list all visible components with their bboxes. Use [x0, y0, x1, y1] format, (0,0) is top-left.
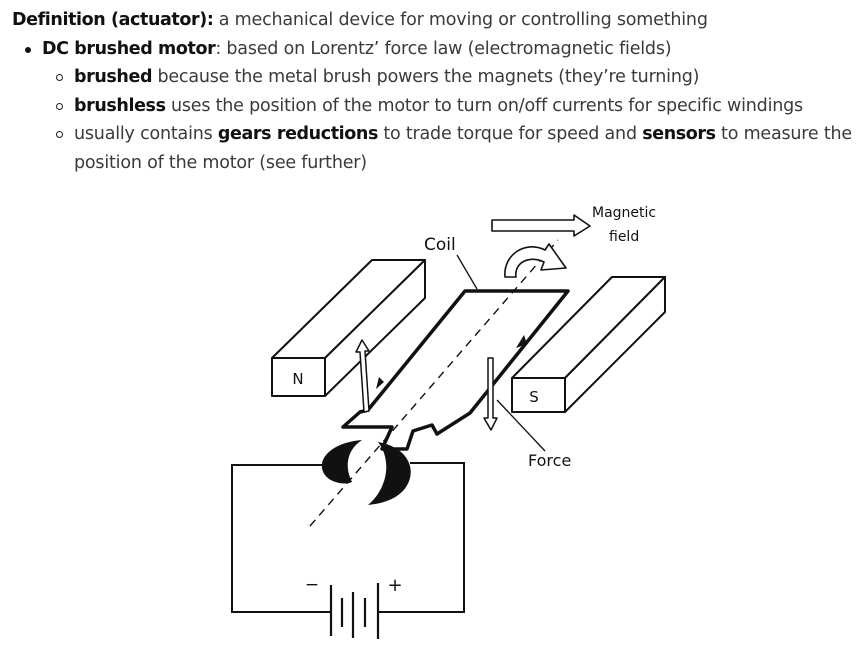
definition-term: Definition (actuator): [12, 10, 214, 30]
rotation-axis [309, 239, 559, 527]
coil-label: Coil [424, 235, 456, 255]
south-magnet [511, 276, 666, 413]
sub-bullet-brushed: brushed because the metal brush powers t… [12, 63, 862, 92]
magnetic-field-label-line2: field [609, 229, 639, 245]
sub-bullet-term: brushed [74, 67, 153, 87]
definition-text: a mechanical device for moving or contro… [213, 10, 708, 30]
sub-bullet-gears-continuation: position of the motor (see further) [74, 152, 367, 173]
sub-bullet-text: usually contains [74, 124, 218, 144]
battery-plus-sign: + [387, 575, 402, 596]
south-label: S [529, 388, 539, 406]
current-arrow-icon [516, 335, 527, 348]
bullet-term: DC brushed motor [42, 38, 216, 59]
north-label: N [292, 370, 303, 388]
sub-bullet-term: sensors [642, 124, 716, 144]
circuit-wire [231, 464, 331, 613]
force-arrow-down [483, 357, 498, 431]
force-label: Force [528, 451, 571, 470]
bullet-ring-icon [56, 131, 63, 138]
sub-bullet-brushless: brushless uses the position of the motor… [12, 92, 862, 121]
sub-bullet-text: to trade torque for speed and [377, 124, 643, 144]
commutator [321, 440, 411, 505]
battery-minus-sign: − [305, 575, 319, 595]
sub-bullet-gears: usually contains gears reductions to tra… [12, 120, 862, 149]
battery-icon [329, 583, 380, 639]
bullet-dot-icon [25, 46, 31, 53]
sub-bullet-term: brushless [74, 95, 166, 116]
force-leader-line [496, 399, 546, 452]
north-magnet [271, 259, 426, 397]
bullet-ring-icon [56, 74, 63, 81]
bullet-dc-motor: DC brushed motor: based on Lorentz’ forc… [12, 35, 862, 64]
sub-bullet-text: because the metal brush powers the magne… [152, 67, 700, 87]
magnetic-field-arrow [491, 214, 591, 237]
definition-line: Definition (actuator): a mechanical devi… [12, 6, 862, 35]
sub-bullet-term: gears reductions [217, 124, 378, 144]
circuit-wire [378, 462, 465, 613]
sub-bullet-text: uses the position of the motor to turn o… [165, 95, 803, 116]
bullet-ring-icon [56, 102, 63, 110]
rotation-arrow [504, 243, 567, 278]
notes-text: Definition (actuator): a mechanical devi… [12, 6, 862, 177]
bullet-text: : based on Lorentz’ force law (electroma… [215, 38, 672, 59]
coil-leader-line [456, 254, 478, 290]
coil-loop [341, 289, 570, 451]
sub-bullet-text: to measure the [715, 124, 852, 144]
current-arrow-icon [376, 377, 384, 389]
magnetic-field-label-line1: Magnetic [592, 205, 656, 221]
force-arrow-up [355, 339, 370, 413]
